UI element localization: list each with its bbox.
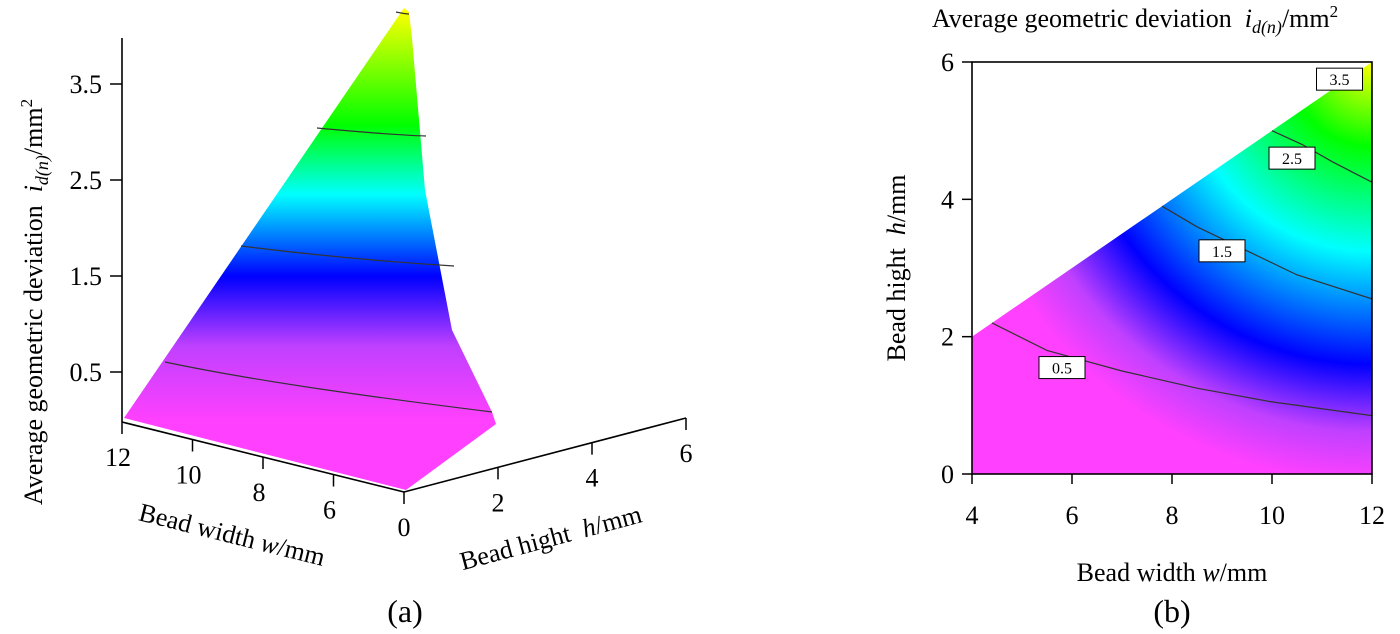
panel-a-h-tick-label: 6 [680,439,693,468]
panel-a-contour-2.5 [316,127,427,137]
panel-a-surface-plot: 0.5 1.5 2.5 3.5 12 10 8 6 0 2 4 6 Average geometr… [17,8,693,629]
panel-b-contour-label-box [1038,356,1086,380]
panel-a-contour-0.5 [164,361,493,413]
panel-b-contour-line [1161,205,1372,300]
panel-b-contour-label: 3.5 [1330,72,1350,89]
panel-b-contours [991,130,1372,417]
panel-b-y-tick-label: 4 [941,185,954,214]
panel-a-w-tick-label: 10 [176,461,202,490]
panel-a-z-tick-label: 3.5 [70,70,103,99]
panel-a-z-tick-label: 0.5 [70,358,103,387]
panel-b-filled-region [972,62,1372,474]
panel-b-x-tick-label: 6 [1066,501,1079,530]
panel-a-h-tick-label: 2 [492,488,505,517]
panel-a-h-axis-label: Bead hight h/mm [457,500,645,576]
panel-a-w-axis-label: Bead width w/mm [136,498,328,572]
panel-a-surface [124,8,496,490]
panel-b-contour-label-box [1316,67,1363,91]
panel-a-caption: (a) [387,593,423,629]
panel-a-h-tick-label: 0 [398,513,411,542]
panel-a-w-tick-label: 8 [253,478,266,507]
panel-a-w-tick-label: 6 [323,496,336,525]
panel-b-y-tick-label: 0 [941,460,954,489]
panel-b-contour-label-box [1198,239,1246,263]
panel-b-x-tick-label: 12 [1359,501,1385,530]
panel-a-z-tick-label: 1.5 [70,262,103,291]
panel-a-contours [164,11,493,413]
panel-b-contour-labels: 0.5 1.5 2.5 3.5 [1038,67,1363,380]
panel-a-h-tick-label: 4 [586,464,599,493]
panel-b-contour-line [991,322,1372,417]
panel-b-x-axis-label: Bead width w/mm [1077,558,1268,587]
panel-a-z-tick-label: 2.5 [70,166,103,195]
panel-b-contour-plot: Average geometric deviation id(n)/mm2 0.… [882,2,1385,629]
panel-b-contour-label: 1.5 [1212,244,1232,261]
panel-b-title: Average geometric deviation id(n)/mm2 [932,2,1338,38]
panel-b-x-tick-label: 4 [966,501,979,530]
panel-a-contour-1.5 [240,245,455,267]
panel-a-z-axis-label: Average geometric deviation id(n)/mm2 [17,99,53,505]
panel-b-contour-label-box [1268,146,1316,170]
panel-b-contour-label: 2.5 [1282,151,1302,168]
panel-a-h-axis-line [403,417,687,493]
panel-a-contour-3.5 [395,11,410,15]
panel-b-y-tick-label: 6 [941,48,954,77]
panel-a-w-tick-label: 12 [105,443,131,472]
panel-b-x-tick-label: 8 [1166,501,1179,530]
panel-b-y-axis-label: Bead hight h/mm [882,174,911,361]
panel-b-contour-line [1271,130,1372,183]
panel-b-contour-label: 0.5 [1052,361,1072,378]
panel-b-y-tick-label: 2 [941,323,954,352]
panel-b-caption: (b) [1153,593,1190,629]
panel-b-x-tick-label: 10 [1259,501,1285,530]
